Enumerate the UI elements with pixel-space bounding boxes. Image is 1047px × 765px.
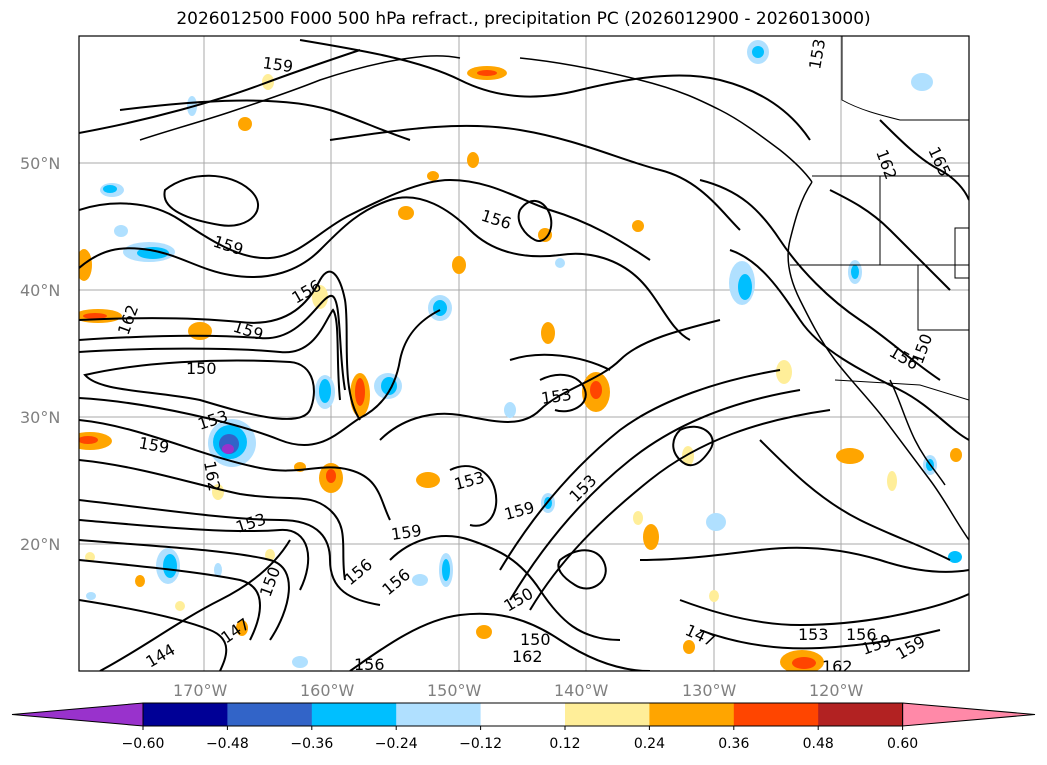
colorbar-bin: [311, 703, 397, 726]
refractivity-contours: [79, 39, 969, 671]
contour-label: 150: [186, 359, 217, 378]
contour-label: 156: [354, 655, 385, 674]
colorbar-tick-label: −0.48: [206, 736, 249, 752]
lon-label: 170°W: [173, 681, 228, 700]
lat-label: 20°N: [20, 535, 60, 554]
colorbar-tick-label: 0.24: [634, 736, 665, 752]
latitude-labels: 50°N 40°N 30°N 20°N: [20, 154, 60, 554]
colorbar-over-extension: [902, 702, 1036, 727]
colorbar-tick-label: −0.60: [122, 736, 165, 752]
lat-label: 30°N: [20, 408, 60, 427]
colorbar-bin: [565, 703, 650, 726]
colorbar-under-extension: [11, 702, 144, 727]
contour-label: 153: [540, 385, 573, 408]
colorbar-bin: [143, 703, 228, 726]
state-borders: [790, 175, 969, 401]
colorbar-tick-label: −0.12: [459, 736, 502, 752]
coastlines: [139, 36, 969, 541]
lat-label: 50°N: [20, 154, 60, 173]
map-title: 2026012500 F000 500 hPa refract., precip…: [176, 9, 871, 29]
colorbar-frame: [142, 702, 904, 727]
colorbar-bin: [480, 703, 566, 726]
gridlines: [79, 36, 969, 671]
lon-label: 130°W: [682, 681, 737, 700]
map-panel: 159 162 165 156 159 156 159 162 150 153 …: [79, 36, 969, 676]
lon-label: 160°W: [300, 681, 355, 700]
lon-label: 140°W: [554, 681, 609, 700]
longitude-labels: 170°W 160°W 150°W 140°W 130°W 120°W: [173, 681, 864, 700]
contour-label: 162: [512, 647, 543, 666]
contour-label: 156: [846, 625, 877, 644]
lon-label: 120°W: [809, 681, 864, 700]
lat-label: 40°N: [20, 281, 60, 300]
colorbar-bin: [818, 703, 904, 726]
contour-label: 159: [390, 521, 423, 544]
colorbar-bin: [649, 703, 735, 726]
map-frame: [78, 35, 970, 672]
colorbar-tick-label: 0.48: [803, 736, 834, 752]
precip-negative-areas: [86, 40, 962, 668]
colorbar: −0.60 −0.48 −0.36 −0.24 −0.12 0.12 0.24 0.36 0.4…: [11, 702, 1036, 752]
contour-label: 150: [520, 630, 551, 649]
colorbar-bin: [396, 703, 482, 726]
lon-label: 150°W: [427, 681, 482, 700]
colorbar-bin: [733, 703, 819, 726]
colorbar-tick-label: 0.12: [549, 736, 580, 752]
contour-label: 162: [822, 657, 853, 676]
colorbar-tick-label: 0.60: [887, 736, 918, 752]
colorbar-tick-label: −0.24: [375, 736, 418, 752]
contour-label: 153: [798, 625, 829, 644]
colorbar-tick-label: −0.36: [290, 736, 333, 752]
colorbar-bin: [227, 703, 313, 726]
contour-label: 159: [261, 53, 294, 76]
colorbar-tick-label: 0.36: [718, 736, 749, 752]
